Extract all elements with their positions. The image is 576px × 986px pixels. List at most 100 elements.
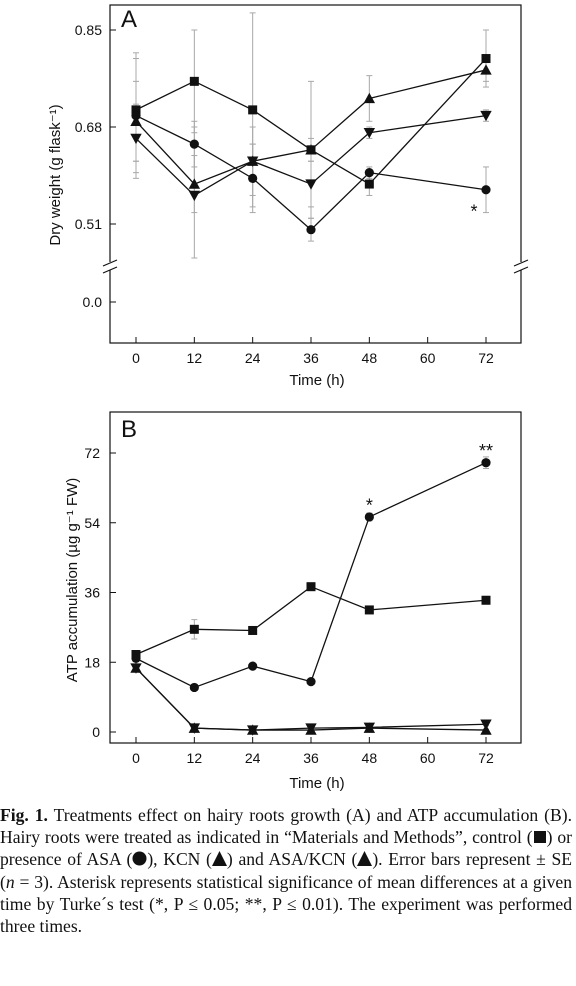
data-point-triangle-down (363, 128, 376, 139)
data-point-square (481, 595, 491, 605)
plot-frame (109, 411, 522, 744)
x-tick-label: 60 (420, 350, 436, 366)
axis-break-mark (513, 259, 529, 267)
square-marker-icon (533, 831, 546, 844)
data-point-triangle-up (305, 144, 317, 155)
x-tick-label: 0 (132, 750, 140, 766)
data-point-circle (248, 661, 258, 671)
y-tick-label: 0 (92, 724, 100, 740)
data-point-triangle-down (246, 725, 259, 736)
series-line-square (135, 585, 487, 656)
x-tick-label: 60 (420, 750, 436, 766)
data-point-triangle-up (480, 64, 492, 75)
data-point-triangle-down (188, 723, 201, 734)
series-line-square (135, 58, 487, 185)
x-tick-label: 72 (478, 350, 494, 366)
data-point-circle (481, 458, 491, 468)
y-axis-label: Dry weight (g flask⁻¹) (47, 104, 64, 245)
y-tick-label: 0.68 (75, 119, 102, 135)
axis-break-mark (513, 266, 529, 274)
data-point-square (364, 605, 374, 615)
caption-label: Fig. 1. (0, 805, 48, 825)
caption-text-6: = 3). Asterisk represents statistical si… (0, 871, 572, 937)
data-point-triangle-down (480, 110, 492, 122)
data-point-square (248, 625, 258, 635)
y-tick-label: 0.51 (75, 216, 102, 232)
significance-mark: * (470, 201, 477, 221)
y-tick-label: 54 (84, 515, 100, 531)
data-point-square (364, 179, 374, 189)
panel-letter: A (121, 6, 137, 33)
circle-marker-icon (132, 851, 147, 866)
x-tick-label: 24 (245, 750, 261, 766)
caption-text-1: Treatments effect on hairy roots growth … (0, 805, 572, 848)
y-axis-label: ATP accumulation (µg g⁻¹ FW) (64, 478, 81, 682)
data-point-circle (189, 139, 199, 149)
data-point-square (306, 582, 316, 592)
data-point-circle (306, 677, 316, 687)
y-tick-label: 0.85 (75, 22, 102, 38)
x-axis-label: Time (h) (289, 372, 344, 389)
data-point-triangle-down (305, 179, 317, 190)
caption-text-2: ) or presence of ASA ( (0, 827, 572, 870)
series-line-circle (135, 115, 487, 231)
x-tick-label: 0 (132, 350, 140, 366)
x-axis-label: Time (h) (289, 775, 344, 792)
y-tick-label: 72 (84, 445, 100, 461)
figure-caption: Fig. 1. Treatments effect on hairy roots… (0, 804, 572, 937)
triangle-marker-icon (357, 851, 373, 867)
x-tick-label: 24 (245, 350, 261, 366)
data-point-triangle-down (363, 722, 376, 734)
series-line-triangle-down (135, 114, 487, 197)
data-point-circle (306, 225, 316, 235)
y-tick-label: 18 (84, 654, 100, 670)
series-line-circle (135, 462, 487, 689)
data-point-square (481, 54, 491, 64)
x-tick-label: 48 (362, 750, 378, 766)
x-tick-label: 12 (187, 750, 203, 766)
x-tick-label: 48 (362, 350, 378, 366)
x-tick-label: 12 (187, 350, 203, 366)
axis-break-gap (515, 262, 527, 270)
data-point-triangle-up (188, 178, 201, 189)
x-tick-label: 36 (303, 350, 319, 366)
triangle-marker-icon (211, 851, 227, 867)
chart-panel-b: 0 18 36 54 72 0 12 24 36 48 60 72 Time (h) ATP accumu… (64, 411, 522, 792)
data-point-circle (248, 173, 258, 183)
significance-mark: * (366, 495, 373, 515)
y-tick-label: 0.0 (83, 294, 103, 310)
data-point-triangle-down (305, 723, 317, 734)
axis-break-mark (102, 266, 118, 274)
data-point-square (189, 76, 199, 86)
data-point-circle (131, 110, 141, 121)
y-tick-label: 36 (84, 585, 100, 601)
data-point-triangle-down (188, 190, 201, 202)
data-point-circle (189, 682, 199, 693)
data-point-triangle-down (480, 719, 492, 730)
data-point-triangle-down (130, 133, 142, 145)
data-point-triangle-up (363, 92, 376, 104)
data-point-triangle-down (130, 663, 142, 674)
data-point-triangle-up (130, 115, 142, 126)
data-point-circle (481, 185, 491, 195)
caption-text-3: ), KCN ( (147, 849, 212, 870)
chart-panel-a: 0.0 0.51 0.68 0.85 0 12 24 36 48 60 72 Time (h) Dry … (47, 4, 529, 389)
axis-break-mark (102, 259, 118, 267)
caption-n: n (5, 871, 15, 892)
series-line-triangle-up (135, 69, 487, 185)
caption-text-5: ). Error bars represent ± SE ( (0, 849, 573, 892)
axis-break-gap (104, 262, 116, 270)
series-line-triangle-down (135, 667, 487, 731)
significance-mark: ** (479, 441, 493, 461)
panel-letter: B (121, 416, 137, 443)
data-point-square (189, 624, 199, 634)
data-point-square (248, 105, 258, 115)
x-tick-label: 72 (478, 750, 494, 766)
data-point-circle (131, 653, 141, 663)
plot-frame (109, 4, 522, 344)
x-tick-label: 36 (303, 750, 319, 766)
data-point-square (131, 105, 141, 115)
data-point-circle (364, 168, 374, 178)
data-point-triangle-down (246, 156, 259, 167)
data-point-circle (364, 512, 374, 522)
